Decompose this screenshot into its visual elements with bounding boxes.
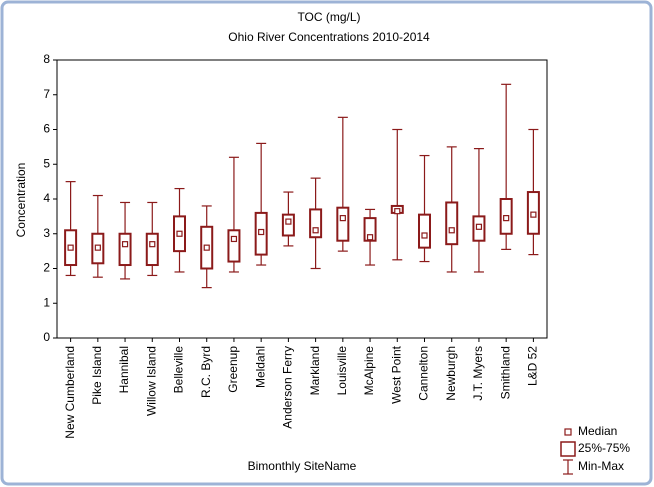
x-tick-label: J.T. Myers [471,346,485,401]
box [227,229,241,263]
median [121,241,129,248]
median [394,208,401,215]
x-tick-label: Willow Island [144,346,158,416]
chart-subtitle: Ohio River Concentrations 2010-2014 [228,30,430,44]
median [366,234,374,241]
median [503,215,510,222]
x-tick-label: Belleville [172,346,186,394]
x-tick-label: New Cumberland [63,346,77,439]
y-tick-label: 4 [43,191,50,205]
x-tick-label: R.C. Byrd [199,346,213,398]
legend-label: Median [578,424,617,438]
x-tick-label: Cannelton [417,346,431,401]
box [145,232,159,267]
x-tick-label: West Point [389,345,403,403]
box [418,213,431,249]
median [230,235,238,243]
box [363,217,377,242]
median [67,244,74,251]
x-tick-label: Newburgh [444,346,458,401]
chart-title: TOC (mg/L) [297,10,360,24]
x-tick-label: Pike Island [90,346,104,405]
legend-box-swatch [560,441,576,457]
median [285,218,292,225]
box [336,206,350,242]
x-tick-label: Louisville [335,346,349,396]
y-axis-label: Concentration [14,163,28,238]
x-tick-label: Anderson Ferry [281,346,295,429]
x-tick-label: McAlpine [362,346,376,396]
median [258,228,265,236]
y-tick-label: 6 [43,122,50,136]
x-tick-label: Hannibal [117,346,131,393]
y-tick-label: 1 [43,295,50,309]
x-tick-label: Meldahl [253,346,267,388]
y-tick-label: 8 [43,52,50,66]
y-tick-label: 3 [43,226,50,240]
x-tick-label: Markland [308,346,322,395]
y-tick-label: 0 [43,330,50,344]
y-tick-label: 2 [43,261,50,275]
median [176,230,183,237]
box [118,232,132,267]
x-tick-label: L&D 52 [526,346,540,386]
median [94,244,101,251]
box [445,201,459,246]
x-tick-label: Greenup [226,346,240,393]
median [421,232,428,239]
legend-median-swatch [564,428,572,436]
x-axis-label: Bimonthly SiteName [248,459,357,473]
x-tick-label: Smithland [498,346,512,399]
legend-label: Min-Max [578,459,624,473]
median [312,227,319,234]
y-tick-label: 5 [43,156,50,170]
y-tick-label: 7 [43,87,50,101]
median [339,215,346,222]
median [530,211,537,218]
median [475,223,483,230]
median [149,241,156,248]
median [448,227,455,234]
legend-label: 25%-75% [578,441,630,455]
box [309,208,323,239]
box [281,213,295,237]
median [203,244,210,251]
